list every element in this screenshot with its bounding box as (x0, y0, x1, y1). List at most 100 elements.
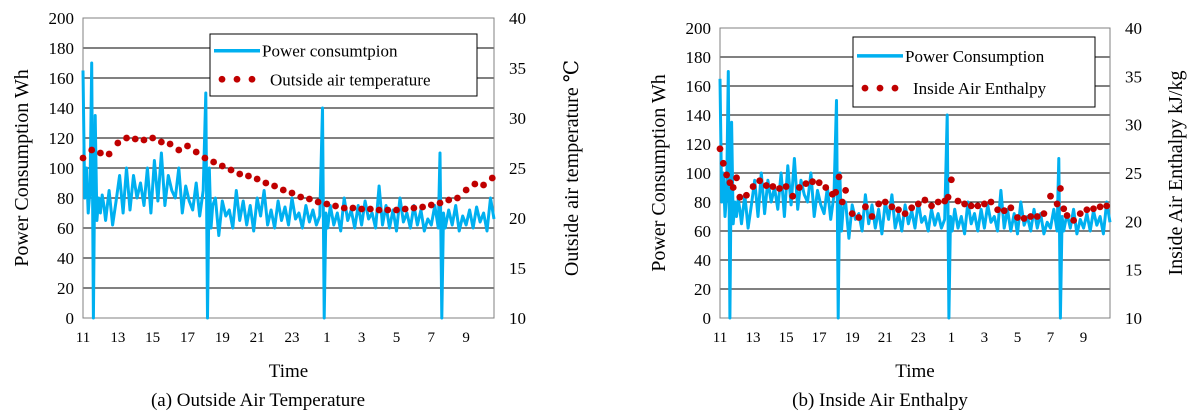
secondary-data-point (987, 198, 995, 206)
y-tick-label: 120 (686, 135, 712, 154)
y-tick-label: 20 (694, 280, 711, 299)
secondary-data-point (401, 205, 409, 213)
secondary-data-point (140, 136, 148, 144)
secondary-data-point (427, 201, 435, 209)
y2-tick-label: 15 (509, 259, 526, 278)
legend-dot (876, 84, 884, 92)
secondary-data-point (848, 210, 856, 218)
y2-tick-labels: 10 15 20 25 30 35 40 (1125, 19, 1142, 328)
secondary-data-point (1103, 202, 1111, 210)
x-tick-label: 13 (746, 330, 761, 346)
secondary-data-point (323, 200, 331, 208)
secondary-data-point (305, 195, 313, 203)
secondary-data-point (253, 175, 261, 183)
x-tick-label: 23 (284, 330, 299, 346)
y2-tick-label: 15 (1125, 261, 1142, 280)
x-tick-label: 7 (1047, 330, 1055, 346)
x-tick-label: 9 (462, 330, 470, 346)
secondary-data-point (1060, 205, 1068, 213)
y2-tick-label: 10 (509, 309, 526, 328)
secondary-data-point (1057, 185, 1064, 192)
y2-tick-label: 10 (1125, 309, 1142, 328)
secondary-data-point (802, 180, 810, 188)
x-tick-label: 21 (878, 330, 893, 346)
secondary-data-point (961, 200, 968, 208)
secondary-data-point (974, 202, 982, 210)
power-series-path (81, 61, 496, 320)
secondary-data-point (1090, 205, 1097, 213)
secondary-data-point (271, 182, 278, 190)
secondary-data-point (901, 210, 909, 218)
y2-axis-label: Inside Air Enthalpy kJ/kg (1165, 71, 1187, 276)
secondary-data-point (1033, 213, 1041, 220)
secondary-data-point (314, 198, 322, 206)
secondary-series-dots (79, 134, 496, 214)
secondary-data-point (981, 200, 988, 208)
y-tick-label: 0 (703, 309, 712, 328)
chart-caption: (a) Outside Air Temperature (151, 390, 365, 411)
secondary-data-point (218, 162, 226, 170)
secondary-data-point (1047, 192, 1054, 200)
y-tick-label: 200 (686, 19, 712, 38)
secondary-data-point (123, 134, 130, 142)
secondary-data-point (723, 171, 731, 179)
x-tick-label: 15 (779, 330, 794, 346)
x-tick-label: 15 (145, 330, 160, 346)
y-axis-label: Power Consumption Wh (11, 69, 33, 266)
secondary-data-point (881, 198, 889, 206)
secondary-data-point (947, 176, 955, 184)
secondary-data-point (842, 187, 849, 194)
legend-dot (218, 75, 226, 83)
y-tick-label: 120 (49, 129, 75, 148)
y-axis-label: Power Consumption Wh (648, 74, 670, 271)
y-tick-label: 80 (694, 193, 711, 212)
secondary-data-point (131, 135, 139, 143)
secondary-data-point (756, 177, 764, 185)
legend-dot (248, 75, 256, 83)
y-tick-labels: 0 20 40 60 80 100 120 140 160 180 200 (49, 9, 75, 328)
legend-dot (891, 84, 899, 92)
secondary-data-point (782, 183, 790, 190)
secondary-data-point (895, 206, 902, 214)
secondary-data-point (994, 206, 1002, 214)
secondary-data-point (1083, 206, 1091, 214)
secondary-data-point (815, 179, 823, 187)
secondary-data-point (908, 204, 916, 212)
x-tick-label: 3 (981, 330, 989, 346)
x-tick-label: 5 (1014, 330, 1022, 346)
y2-tick-label: 35 (1125, 67, 1142, 86)
legend: Power consumtpion Outside air temperatur… (209, 33, 478, 97)
secondary-data-point (716, 145, 724, 153)
secondary-data-point (105, 150, 113, 158)
secondary-data-point (868, 213, 876, 220)
secondary-data-point (192, 148, 200, 156)
secondary-data-point (1076, 210, 1084, 218)
secondary-data-point (349, 204, 357, 212)
secondary-data-point (366, 205, 374, 213)
secondary-data-point (1000, 207, 1008, 215)
y-tick-label: 100 (686, 164, 712, 183)
legend-dot (233, 75, 241, 83)
secondary-data-point (480, 181, 487, 189)
secondary-data-point (1096, 203, 1104, 211)
legend-label-power: Power consumtpion (262, 42, 398, 61)
y-tick-label: 20 (57, 279, 74, 298)
secondary-data-point (776, 185, 783, 192)
y2-tick-label: 35 (509, 59, 526, 78)
secondary-data-point (944, 193, 952, 201)
x-tick-labels: 11 13 15 17 19 21 23 1 3 5 7 9 (76, 330, 470, 346)
legend-dot (861, 84, 869, 92)
secondary-data-point (835, 173, 843, 181)
secondary-data-point (1014, 214, 1021, 221)
y2-tick-label: 20 (1125, 212, 1142, 231)
y-tick-label: 160 (49, 69, 75, 88)
secondary-data-point (227, 166, 235, 174)
secondary-data-point (838, 198, 846, 206)
y-tick-label: 60 (694, 222, 711, 241)
y-tick-label: 140 (49, 99, 75, 118)
y-tick-label: 0 (66, 309, 75, 328)
x-tick-label: 11 (713, 330, 727, 346)
